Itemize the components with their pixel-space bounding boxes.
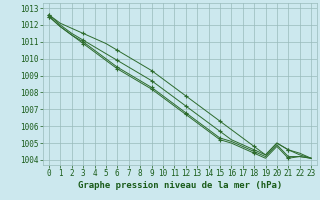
X-axis label: Graphe pression niveau de la mer (hPa): Graphe pression niveau de la mer (hPa) — [78, 181, 282, 190]
